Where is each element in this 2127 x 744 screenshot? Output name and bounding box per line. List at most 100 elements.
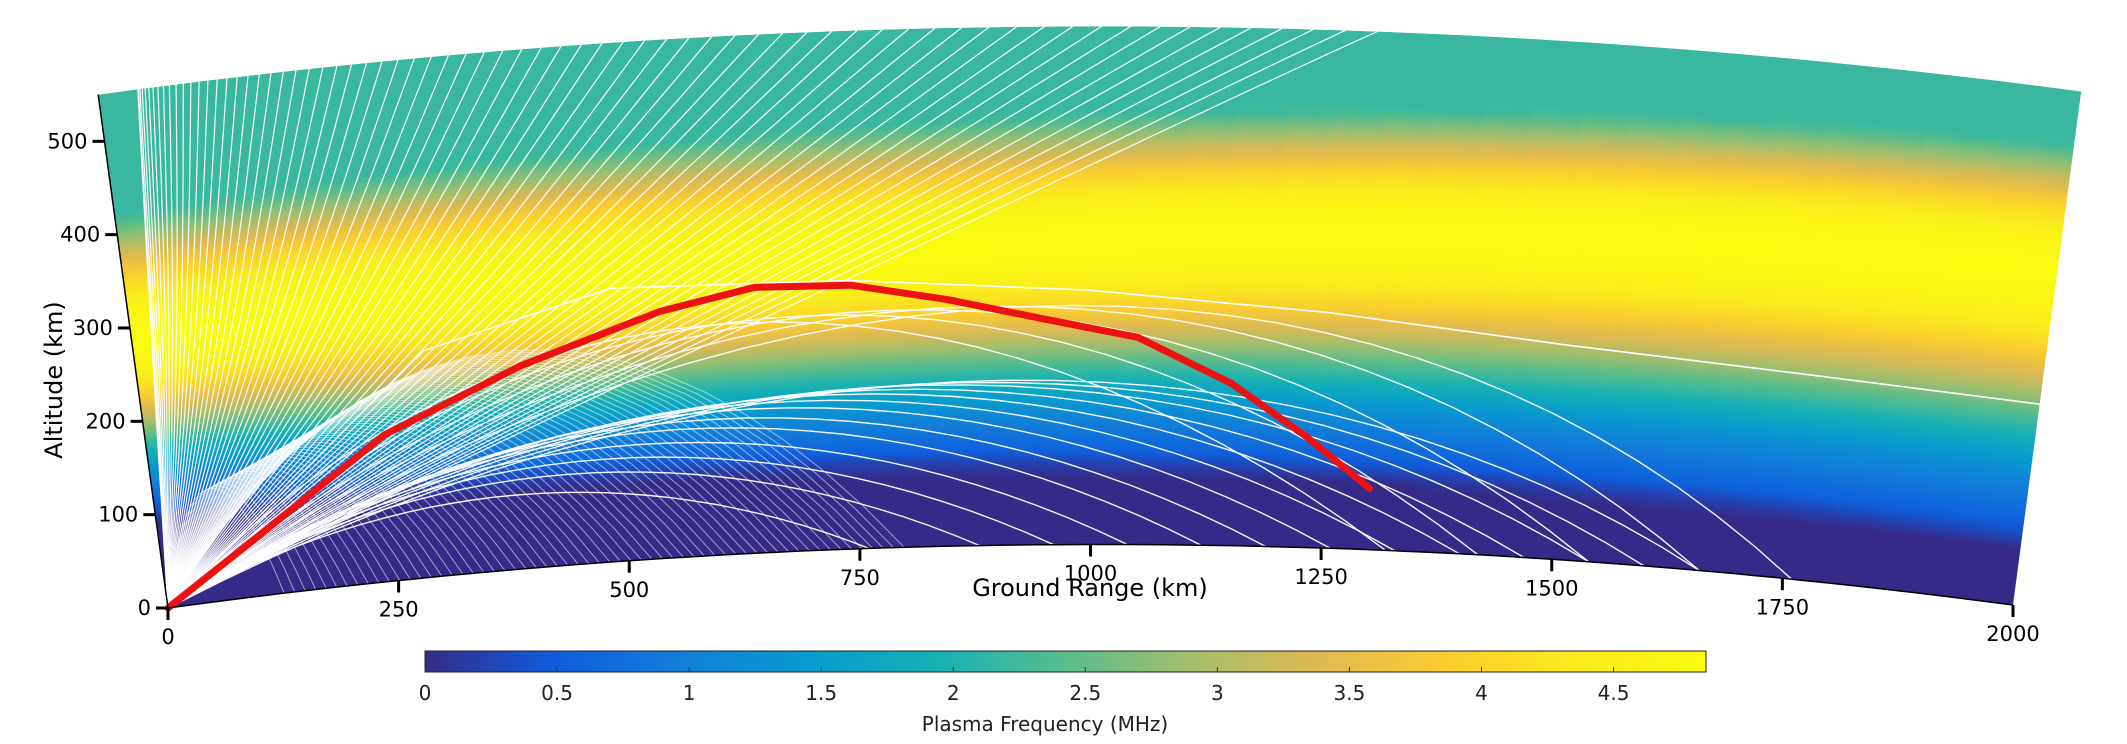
short-ray bbox=[167, 427, 548, 608]
escaping-ray bbox=[167, 80, 209, 608]
y-axis-line bbox=[97, 94, 169, 609]
short-ray bbox=[167, 432, 527, 608]
colorbar-tick-label: 2 bbox=[947, 681, 960, 705]
escaping-ray bbox=[167, 79, 218, 608]
x-tick-label: 750 bbox=[840, 566, 880, 590]
short-ray bbox=[167, 441, 485, 608]
field-strip bbox=[1040, 26, 1093, 545]
field-strip bbox=[1182, 26, 1241, 546]
escaping-ray bbox=[167, 78, 228, 608]
escaping-ray bbox=[167, 36, 713, 608]
ducted-ray bbox=[167, 279, 2040, 608]
short-ray bbox=[167, 434, 516, 608]
escaping-ray bbox=[167, 28, 909, 608]
y-axis-label: Altitude (km) bbox=[40, 301, 68, 458]
colorbar-tick-label: 4 bbox=[1475, 681, 1488, 705]
escaping-ray bbox=[167, 45, 562, 608]
escaping-ray bbox=[148, 87, 169, 608]
colorbar-tick-label: 0 bbox=[419, 681, 432, 705]
y-tick-label: 100 bbox=[98, 503, 138, 527]
y-axis: 0 100 200 300 400 500 bbox=[47, 94, 169, 620]
field-strip bbox=[1505, 39, 1588, 560]
field-strip bbox=[940, 27, 1001, 547]
x-tick-label: 1250 bbox=[1294, 565, 1347, 589]
colorbar-gradient bbox=[424, 650, 1707, 673]
returning-ray bbox=[167, 309, 1590, 608]
x-axis-label: Ground Range (km) bbox=[972, 574, 1208, 602]
y-tick-label: 500 bbox=[47, 129, 87, 153]
escaping-ray bbox=[167, 41, 624, 608]
colorbar-tick-label: 4.5 bbox=[1598, 681, 1630, 705]
field-strip bbox=[1413, 34, 1489, 554]
escaping-ray bbox=[167, 26, 1074, 608]
escaping-ray bbox=[167, 76, 238, 608]
short-ray bbox=[167, 349, 905, 608]
field-strip bbox=[1828, 67, 1935, 589]
escaping-ray bbox=[167, 26, 1132, 608]
escaping-ray bbox=[167, 85, 174, 608]
field-strip bbox=[296, 64, 401, 586]
x-tick-label: 2000 bbox=[1986, 622, 2039, 646]
field-strip bbox=[246, 70, 355, 591]
field-strip bbox=[1874, 73, 1985, 594]
escaping-ray bbox=[167, 81, 200, 608]
escaping-ray bbox=[167, 84, 178, 608]
returning-ray bbox=[167, 304, 1793, 608]
plasma-frequency-field bbox=[98, 26, 2082, 608]
escaping-ray bbox=[167, 44, 582, 608]
short-ray bbox=[167, 436, 506, 608]
x-tick-label: 500 bbox=[609, 578, 649, 602]
field-strip bbox=[643, 37, 724, 558]
returning-ray bbox=[167, 399, 1396, 608]
escaping-ray bbox=[167, 40, 646, 608]
escaping-ray bbox=[139, 89, 169, 608]
colorbar-tick-label: 0.5 bbox=[541, 681, 573, 705]
escaping-ray bbox=[167, 31, 808, 608]
colorbar-tick-label: 3.5 bbox=[1334, 681, 1366, 705]
returning-ray bbox=[167, 314, 1479, 608]
field-strip bbox=[1597, 45, 1687, 567]
escaping-ray bbox=[167, 83, 184, 608]
y-tick-label: 300 bbox=[73, 316, 113, 340]
escaping-ray bbox=[167, 30, 1378, 608]
escaping-ray bbox=[167, 33, 760, 608]
highlighted-ray-path bbox=[164, 281, 1374, 612]
field-strip bbox=[1551, 42, 1638, 563]
colorbar-tick-label: 3 bbox=[1211, 681, 1224, 705]
colorbar-tick-label: 1 bbox=[683, 681, 696, 705]
escaping-ray bbox=[167, 27, 963, 608]
escaping-ray bbox=[152, 87, 169, 608]
short-ray bbox=[167, 415, 600, 608]
escaping-ray bbox=[167, 82, 192, 608]
colorbar-label: Plasma Frequency (MHz) bbox=[922, 712, 1168, 736]
returning-ray bbox=[167, 381, 1645, 608]
returning-ray bbox=[167, 321, 1387, 608]
x-tick-label: 1000 bbox=[1064, 562, 1117, 586]
field-strip bbox=[1136, 26, 1191, 545]
ionosphere-domain bbox=[98, 26, 2082, 608]
field-strip bbox=[98, 87, 216, 608]
field-strip bbox=[891, 28, 954, 548]
ray-paths bbox=[137, 26, 2040, 608]
escaping-ray bbox=[167, 71, 284, 608]
field-strip bbox=[345, 60, 447, 581]
field-strip bbox=[1459, 36, 1539, 557]
short-ray bbox=[167, 408, 632, 608]
short-ray bbox=[167, 439, 495, 608]
field-strip bbox=[1644, 49, 1737, 570]
field-strip bbox=[1966, 85, 2082, 606]
x-tick-label: 1500 bbox=[1525, 576, 1578, 600]
field-strip bbox=[1089, 26, 1142, 545]
field-strip bbox=[1690, 53, 1786, 574]
returning-ray bbox=[167, 384, 1590, 608]
escaping-ray bbox=[167, 26, 990, 608]
escaping-ray bbox=[141, 88, 169, 608]
escaping-ray bbox=[162, 85, 170, 608]
escaping-ray bbox=[167, 47, 542, 608]
returning-ray bbox=[167, 393, 1460, 608]
escaping-ray bbox=[167, 28, 1283, 608]
escaping-ray bbox=[167, 32, 784, 608]
x-axis: 0 250 500 750 1000 1250 1500 1750 2000 bbox=[161, 543, 2040, 649]
short-ray bbox=[167, 422, 569, 608]
